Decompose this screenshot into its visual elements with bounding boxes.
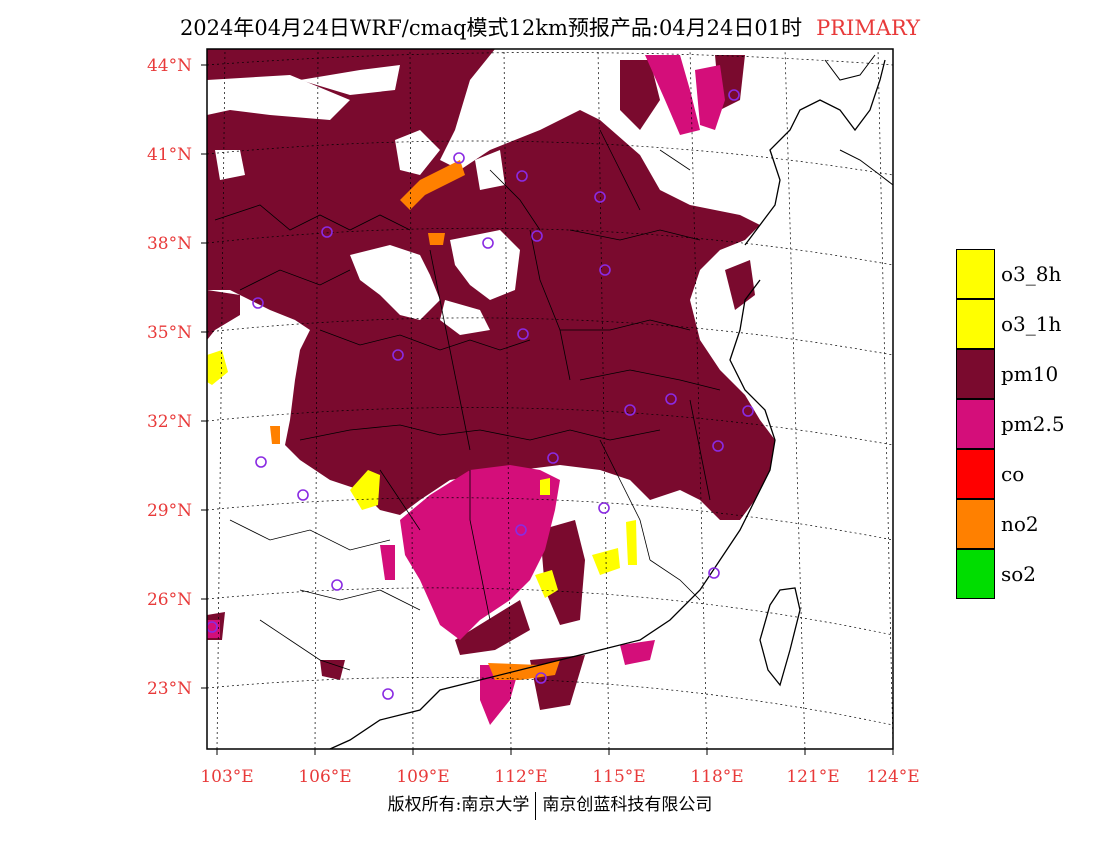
legend-swatch	[956, 298, 995, 349]
legend-label: o3_1h	[1001, 312, 1062, 336]
lat-label-41: 41°N	[147, 145, 192, 165]
primary-tag: PRIMARY	[816, 16, 921, 40]
legend-label: so2	[1001, 562, 1037, 586]
latitude-labels: 44°N 41°N 38°N 35°N 32°N 29°N 26°N 23°N	[147, 56, 192, 699]
copyright-owner: 版权所有:南京大学	[387, 795, 530, 815]
pollutant-legend: o3_8h o3_1h pm10 pm2.5 co no2 so2	[956, 248, 1065, 599]
lon-label-112: 112°E	[494, 767, 547, 787]
lon-label-118: 118°E	[690, 767, 743, 787]
title-text: 2024年04月24日WRF/cmaq模式12km预报产品:04月24日01时	[179, 16, 803, 40]
map-frame	[206, 48, 894, 750]
copyright-company: 南京创蓝科技有限公司	[542, 795, 713, 815]
footer-divider	[535, 791, 537, 820]
map-layers	[207, 49, 893, 749]
northeast-coast	[824, 54, 893, 186]
legend-item-pm10: pm10	[956, 348, 1065, 399]
taiwan-outline	[759, 587, 801, 687]
legend-swatch	[956, 498, 995, 549]
lat-label-29: 29°N	[147, 501, 192, 521]
lat-label-44: 44°N	[147, 56, 192, 76]
legend-label: o3_8h	[1001, 262, 1062, 286]
lat-label-35: 35°N	[147, 323, 192, 343]
legend-item-co: co	[956, 448, 1065, 499]
lat-label-38: 38°N	[147, 234, 192, 254]
legend-item-o3-8h: o3_8h	[956, 248, 1065, 299]
clean-areas	[207, 65, 520, 335]
legend-item-pm25: pm2.5	[956, 398, 1065, 449]
legend-swatch	[956, 248, 995, 299]
legend-item-no2: no2	[956, 498, 1065, 549]
station-markers	[207, 89, 754, 700]
copyright-footer: 版权所有:南京大学 南京创蓝科技有限公司	[0, 790, 1100, 820]
legend-label: no2	[1001, 512, 1039, 536]
legend-swatch	[956, 398, 995, 449]
lon-label-124: 124°E	[866, 767, 919, 787]
graticule	[207, 49, 893, 749]
longitude-labels: 103°E 106°E 109°E 112°E 115°E 118°E 121°…	[200, 767, 919, 787]
legend-label: pm10	[1001, 362, 1059, 386]
lat-label-32: 32°N	[147, 412, 192, 432]
o3-region	[207, 350, 637, 598]
legend-swatch	[956, 348, 995, 399]
legend-swatch	[956, 548, 995, 599]
legend-label: pm2.5	[1001, 412, 1065, 436]
axis-ticks	[201, 64, 894, 755]
map-title: 2024年04月24日WRF/cmaq模式12km预报产品:04月24日01时 P…	[0, 12, 1100, 42]
legend-item-so2: so2	[956, 548, 1065, 599]
lat-label-23: 23°N	[147, 679, 192, 699]
lon-label-121: 121°E	[786, 767, 839, 787]
legend-item-o3-1h: o3_1h	[956, 298, 1065, 349]
legend-swatch	[956, 448, 995, 499]
lon-label-103: 103°E	[200, 767, 253, 787]
lon-label-115: 115°E	[592, 767, 645, 787]
lon-label-106: 106°E	[298, 767, 351, 787]
lat-label-26: 26°N	[147, 590, 192, 610]
legend-label: co	[1001, 462, 1025, 486]
lon-label-109: 109°E	[396, 767, 449, 787]
province-borders	[214, 129, 721, 671]
coastline	[329, 59, 886, 749]
